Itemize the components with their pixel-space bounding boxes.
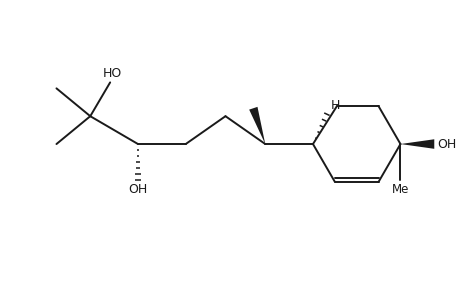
Polygon shape xyxy=(249,107,265,144)
Text: OH: OH xyxy=(128,183,147,196)
Text: Me: Me xyxy=(391,183,408,196)
Text: H: H xyxy=(330,99,340,112)
Text: OH: OH xyxy=(437,137,456,151)
Polygon shape xyxy=(400,139,433,149)
Text: HO: HO xyxy=(102,68,122,80)
